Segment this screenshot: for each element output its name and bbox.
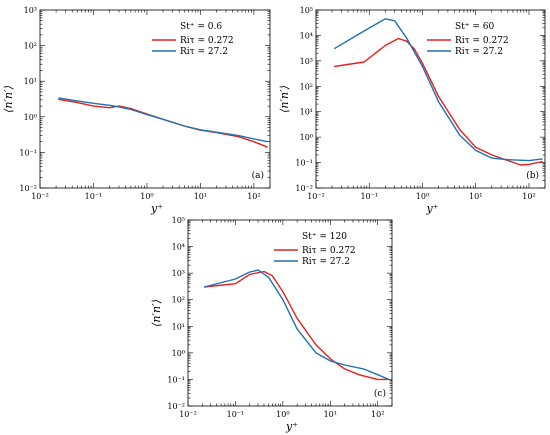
plot-frame [187, 219, 393, 407]
y-tick-label: 10⁴ [300, 31, 313, 40]
x-tick-label: 10² [247, 192, 260, 201]
y-tick-label: 10¹ [172, 322, 185, 331]
series-line-1 [58, 98, 268, 148]
y-tick-label: 10³ [300, 57, 313, 66]
legend-label-2: Riτ = 27.2 [302, 257, 350, 267]
legend-label-2: Riτ = 27.2 [180, 47, 228, 57]
x-tick-label: 10⁻² [307, 192, 325, 201]
chart-panel-3: 10⁻² 10⁻¹ 10⁰ 10¹ 10² 10⁻² 10⁻¹ 10⁰ 10¹ 10² 10³ 10⁴… [150, 216, 393, 433]
x-tick-label: 10⁻¹ [360, 192, 378, 201]
y-tick-label: 10³ [24, 6, 37, 15]
x-axis-label: y⁺ [285, 420, 298, 433]
y-axis-label: ⟨n′n′⟩ [278, 85, 291, 113]
legend-title: St⁺ = 0.6 [180, 22, 222, 32]
x-tick-label: 10¹ [194, 192, 207, 201]
legend-label-1: Riτ = 0.272 [302, 246, 356, 256]
panel-label: (b) [526, 170, 539, 181]
legend-title: St⁺ = 120 [302, 232, 347, 242]
x-tick-label: 10⁻¹ [85, 192, 103, 201]
y-tick-label: 10⁵ [300, 6, 313, 15]
y-tick-label: 10⁰ [24, 113, 37, 122]
y-tick-label: 10⁻² [295, 184, 313, 193]
y-tick-label: 10⁻² [19, 184, 37, 193]
x-tick-label: 10² [522, 192, 535, 201]
x-tick-label: 10¹ [324, 410, 337, 419]
panel-label: (a) [252, 170, 264, 181]
plot-frame [315, 9, 546, 189]
chart-panel-2: 10⁻² 10⁻¹ 10⁰ 10¹ 10² 10⁻² 10⁻¹ 10⁰ 10¹ 10² 10³ 10⁴… [278, 6, 546, 215]
y-tick-label: 10² [172, 296, 185, 305]
series-line-1 [204, 270, 389, 381]
x-tick-label: 10¹ [469, 192, 482, 201]
legend-label-1: Riτ = 0.272 [180, 36, 234, 46]
legend-title: St⁺ = 60 [455, 22, 495, 32]
x-tick-label: 10⁻¹ [227, 410, 245, 419]
x-tick-label: 10⁻² [31, 192, 49, 201]
chart-panel-1: 10⁻² 10⁻¹ 10⁰ 10¹ 10² 10⁻² 10⁻¹ 10⁰ 10¹ 10² 10³ y⁺ ⟨… [2, 6, 271, 215]
y-axis-label: ⟨n′n′⟩ [150, 299, 163, 327]
y-tick-label: 10⁻² [167, 402, 185, 411]
y-tick-label: 10⁰ [300, 133, 313, 142]
legend-label-2: Riτ = 27.2 [455, 47, 503, 57]
x-tick-label: 10² [371, 410, 384, 419]
y-axis-label: ⟨n′n′⟩ [2, 85, 15, 113]
series-line-2 [333, 18, 543, 162]
y-tick-label: 10¹ [24, 77, 37, 86]
y-tick-label: 10⁻¹ [167, 375, 185, 384]
series-line-2 [58, 97, 268, 143]
y-tick-label: 10⁻¹ [19, 148, 37, 157]
y-tick-label: 10³ [172, 269, 185, 278]
legend-label-1: Riτ = 0.272 [455, 36, 509, 46]
plot-frame [39, 9, 271, 189]
x-tick-label: 10⁰ [416, 192, 429, 201]
series-line-2 [204, 269, 389, 381]
y-tick-label: 10⁵ [172, 216, 185, 225]
x-tick-label: 10⁰ [276, 410, 289, 419]
x-tick-label: 10⁰ [140, 192, 153, 201]
y-tick-label: 10¹ [300, 108, 313, 117]
y-tick-label: 10² [300, 82, 313, 91]
y-tick-label: 10⁻¹ [295, 159, 313, 168]
x-axis-label: y⁺ [425, 202, 438, 215]
y-tick-label: 10⁴ [172, 243, 185, 252]
x-axis-label: y⁺ [150, 202, 163, 215]
x-tick-label: 10⁻² [179, 410, 197, 419]
panel-label: (c) [374, 388, 386, 399]
y-tick-label: 10⁰ [172, 349, 185, 358]
series-line-1 [334, 37, 543, 166]
y-tick-label: 10² [24, 42, 37, 51]
